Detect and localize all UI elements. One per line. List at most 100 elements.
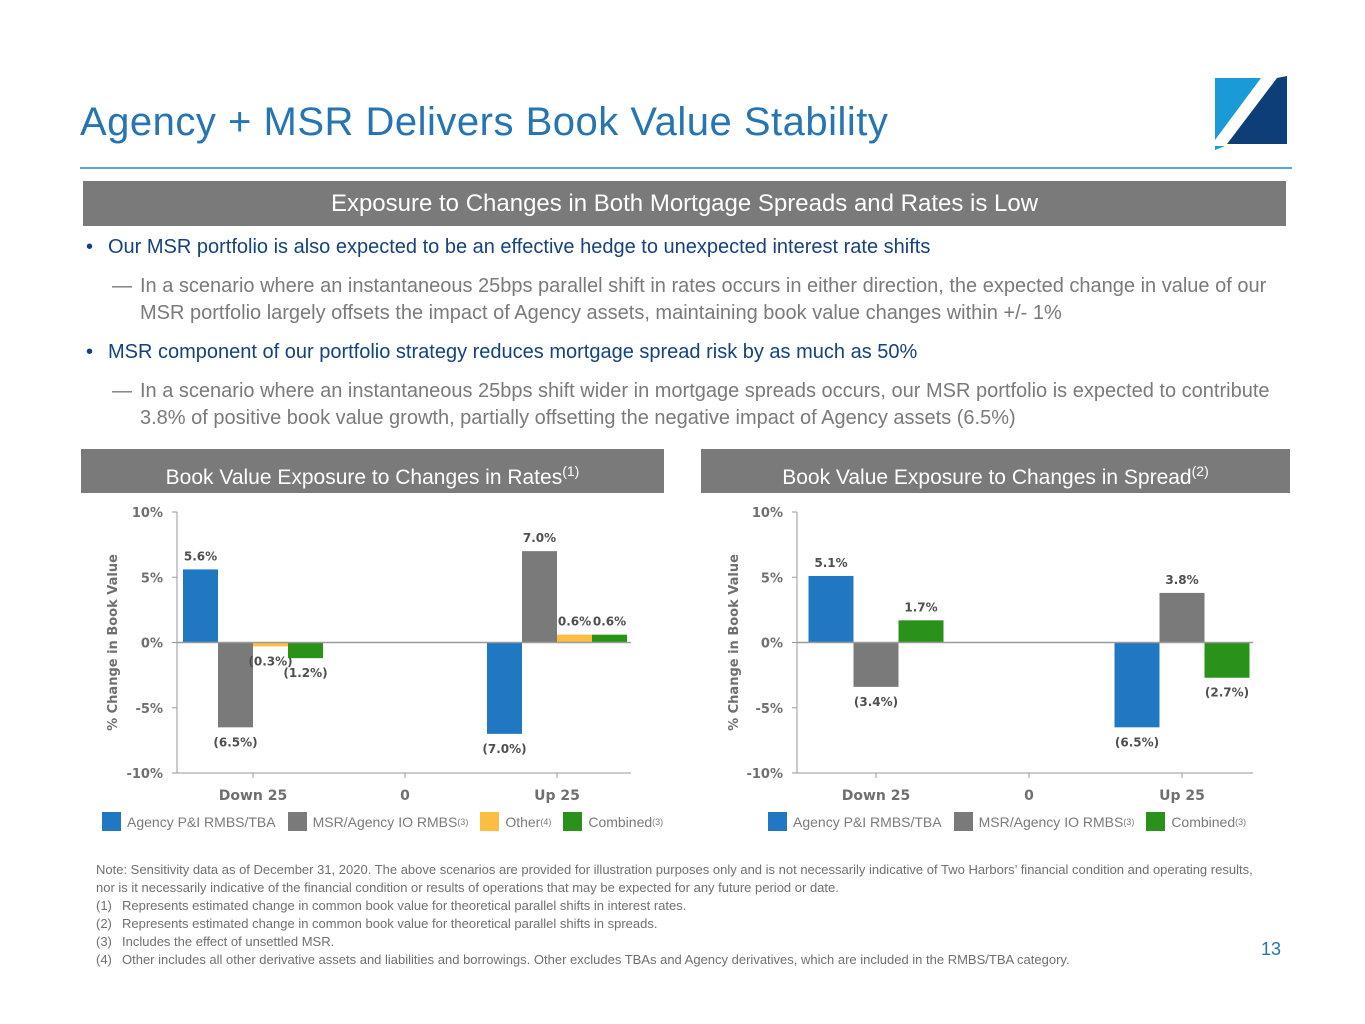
legend-swatch — [563, 812, 583, 831]
footnote-number: (3) — [96, 934, 112, 949]
x-tick-label: Up 25 — [534, 788, 580, 804]
sub-bullet-item: — In a scenario where an instantaneous 2… — [84, 378, 1284, 432]
y-tick-label: -5% — [136, 702, 163, 717]
footnote-number: (2) — [96, 916, 112, 931]
rates-chart-title: Book Value Exposure to Changes in Rates — [165, 466, 563, 489]
dash-marker: — — [112, 380, 132, 402]
legend-swatch — [480, 812, 500, 831]
footnote-item: (3) Includes the effect of unsettled MSR. — [96, 933, 1256, 951]
legend-swatch — [287, 812, 307, 831]
y-tick-label: 10% — [132, 506, 163, 521]
bar — [557, 634, 592, 643]
legend-footnote-ref: (3) — [1123, 816, 1135, 827]
bar — [487, 642, 522, 734]
legend-label: MSR/Agency IO RMBS — [312, 813, 458, 830]
y-tick-label: 5% — [761, 571, 783, 586]
data-label: (7.0%) — [482, 742, 526, 756]
legend-label: MSR/Agency IO RMBS — [978, 813, 1124, 830]
legend-swatch — [102, 812, 121, 831]
bar — [522, 551, 557, 643]
page-title: Agency + MSR Delivers Book Value Stabili… — [80, 100, 889, 144]
footnote-item: (1) Represents estimated change in common… — [96, 897, 1256, 915]
legend-item: Combined (3) — [563, 812, 663, 831]
x-tick-label: 0 — [400, 788, 410, 804]
bar — [1114, 642, 1160, 728]
x-tick-label: Down 25 — [219, 788, 288, 804]
footnote-number: (4) — [96, 952, 112, 967]
legend-item: Agency P&I RMBS/TBA — [102, 812, 276, 831]
legend-footnote-ref: (3) — [457, 816, 469, 827]
bullet-list: Our MSR portfolio is also expected to be… — [84, 234, 1284, 444]
x-tick-label: Up 25 — [1159, 788, 1205, 804]
data-label: 0.6% — [558, 615, 591, 629]
data-label: (6.5%) — [213, 735, 257, 749]
y-tick-label: 0% — [761, 637, 783, 652]
data-label: 3.8% — [1165, 573, 1198, 587]
legend-label: Other — [505, 813, 541, 830]
legend-label: Agency P&I RMBS/TBA — [127, 813, 276, 830]
footnote-item: (2) Represents estimated change in common… — [96, 915, 1256, 933]
bar — [288, 642, 323, 659]
y-axis-label: % Change in Book Value — [727, 554, 742, 731]
footnote-text: Other includes all other derivative asse… — [122, 952, 1070, 967]
footnotes: Note: Sensitivity data as of December 31… — [96, 861, 1256, 969]
footnote-list: (1) Represents estimated change in common… — [96, 897, 1256, 969]
rates-chart-header: Book Value Exposure to Changes in Rates(… — [81, 449, 664, 493]
title-divider — [80, 167, 1292, 169]
company-logo — [1215, 74, 1287, 150]
footnote-number: (1) — [96, 898, 112, 913]
footnote-item: (4) Other includes all other derivative a… — [96, 951, 1256, 969]
note-main: Note: Sensitivity data as of December 31… — [96, 862, 1253, 895]
spread-chart-title: Book Value Exposure to Changes in Spread — [782, 466, 1192, 489]
footnote-text: Represents estimated change in common bo… — [122, 916, 658, 931]
bullet-item: MSR component of our portfolio strategy … — [84, 339, 1284, 366]
x-tick-label: 0 — [1024, 788, 1034, 804]
legend-item: Agency P&I RMBS/TBA — [768, 812, 942, 831]
data-label: 1.7% — [904, 600, 937, 614]
y-axis-label: % Change in Book Value — [106, 554, 121, 731]
rates-chart-legend: Agency P&I RMBS/TBA MSR/Agency IO RMBS (3)… — [102, 812, 675, 831]
data-label: (3.4%) — [854, 695, 898, 709]
y-tick-label: -10% — [126, 767, 163, 782]
bar — [1159, 592, 1205, 643]
footnote-text: Includes the effect of unsettled MSR. — [122, 934, 335, 949]
data-label: (0.3%) — [248, 654, 292, 668]
x-tick-label: Down 25 — [842, 788, 911, 804]
legend-item: Combined (3) — [1146, 812, 1246, 831]
dash-marker: — — [112, 275, 132, 297]
bar — [808, 575, 854, 643]
y-tick-label: -5% — [756, 702, 783, 717]
y-tick-label: -10% — [746, 767, 783, 782]
sub-bullet-text: In a scenario where an instantaneous 25b… — [140, 380, 1270, 429]
data-label: (2.7%) — [1205, 686, 1249, 700]
bar — [592, 634, 627, 643]
data-label: 0.6% — [593, 615, 626, 629]
page-number: 13 — [1261, 939, 1282, 959]
legend-label: Combined — [588, 813, 653, 830]
legend-label: Combined — [1171, 813, 1236, 830]
bar — [218, 642, 253, 728]
legend-footnote-ref: (3) — [1235, 816, 1247, 827]
spread-chart-footnote-ref: (2) — [1191, 463, 1209, 479]
data-label: 7.0% — [523, 531, 556, 545]
data-label: 5.1% — [814, 556, 847, 570]
bar — [253, 642, 288, 647]
sub-bullet-item: — In a scenario where an instantaneous 2… — [84, 273, 1284, 327]
legend-footnote-ref: (3) — [652, 816, 664, 827]
bar — [1204, 642, 1250, 678]
data-label: 5.6% — [184, 549, 217, 563]
y-tick-label: 5% — [141, 571, 163, 586]
legend-item: Other (4) — [480, 812, 551, 831]
data-label: (6.5%) — [1115, 735, 1159, 749]
sub-bullet-text: In a scenario where an instantaneous 25b… — [140, 275, 1267, 324]
legend-item: MSR/Agency IO RMBS (3) — [287, 812, 469, 831]
legend-label: Agency P&I RMBS/TBA — [793, 813, 942, 830]
spread-chart-header: Book Value Exposure to Changes in Spread… — [701, 449, 1290, 493]
bullet-item: Our MSR portfolio is also expected to be… — [84, 234, 1284, 261]
section-banner: Exposure to Changes in Both Mortgage Spr… — [83, 181, 1286, 226]
y-tick-label: 0% — [141, 637, 163, 652]
bar — [853, 642, 899, 687]
legend-footnote-ref: (4) — [540, 816, 552, 827]
